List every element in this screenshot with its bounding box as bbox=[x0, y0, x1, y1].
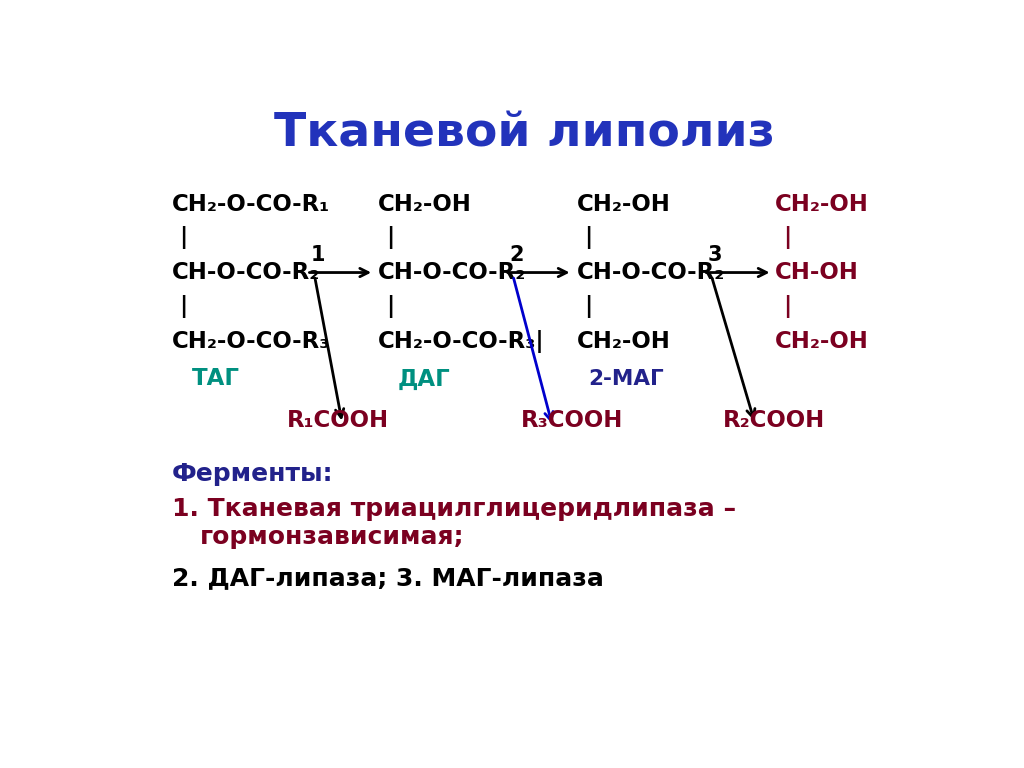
Text: CH₂-O-CO-R₃: CH₂-O-CO-R₃ bbox=[172, 330, 330, 353]
Text: CH₂-O-CO-R₃|: CH₂-O-CO-R₃| bbox=[378, 330, 545, 353]
Text: CH₂-OH: CH₂-OH bbox=[775, 330, 868, 353]
Text: |: | bbox=[782, 295, 791, 318]
Text: ТАГ: ТАГ bbox=[191, 367, 240, 390]
Text: |: | bbox=[386, 226, 394, 249]
Text: |: | bbox=[386, 295, 394, 318]
Text: CH₂-O-CO-R₁: CH₂-O-CO-R₁ bbox=[172, 193, 330, 216]
Text: 3: 3 bbox=[708, 245, 722, 265]
Text: R₁COOH: R₁COOH bbox=[287, 409, 389, 432]
Text: |: | bbox=[585, 295, 593, 318]
Text: CH₂-OH: CH₂-OH bbox=[577, 193, 671, 216]
Text: R₂COOH: R₂COOH bbox=[723, 409, 825, 432]
Text: 1: 1 bbox=[310, 245, 325, 265]
Text: CH-O-CO-R₂: CH-O-CO-R₂ bbox=[172, 261, 319, 284]
Text: CH₂-OH: CH₂-OH bbox=[577, 330, 671, 353]
Text: CH₂-OH: CH₂-OH bbox=[378, 193, 472, 216]
Text: 2-МАГ: 2-МАГ bbox=[588, 369, 664, 389]
Text: |: | bbox=[782, 226, 791, 249]
Text: Тканевой липолиз: Тканевой липолиз bbox=[274, 111, 775, 156]
Text: |: | bbox=[179, 226, 187, 249]
Text: CH₂-OH: CH₂-OH bbox=[775, 193, 868, 216]
Text: |: | bbox=[179, 295, 187, 318]
Text: CH-OH: CH-OH bbox=[775, 261, 859, 284]
Text: гормонзависимая;: гормонзависимая; bbox=[200, 525, 464, 549]
Text: 1. Тканевая триацилглицеридлипаза –: 1. Тканевая триацилглицеридлипаза – bbox=[172, 497, 736, 521]
Text: CH-O-CO-R₂: CH-O-CO-R₂ bbox=[577, 261, 725, 284]
Text: Ферменты:: Ферменты: bbox=[172, 462, 333, 485]
Text: R₃COOH: R₃COOH bbox=[521, 409, 624, 432]
Text: 2: 2 bbox=[509, 245, 523, 265]
Text: |: | bbox=[585, 226, 593, 249]
Text: CH-O-CO-R₂: CH-O-CO-R₂ bbox=[378, 261, 526, 284]
Text: 2. ДАГ-липаза; 3. МАГ-липаза: 2. ДАГ-липаза; 3. МАГ-липаза bbox=[172, 566, 603, 591]
Text: ДАГ: ДАГ bbox=[397, 367, 451, 390]
